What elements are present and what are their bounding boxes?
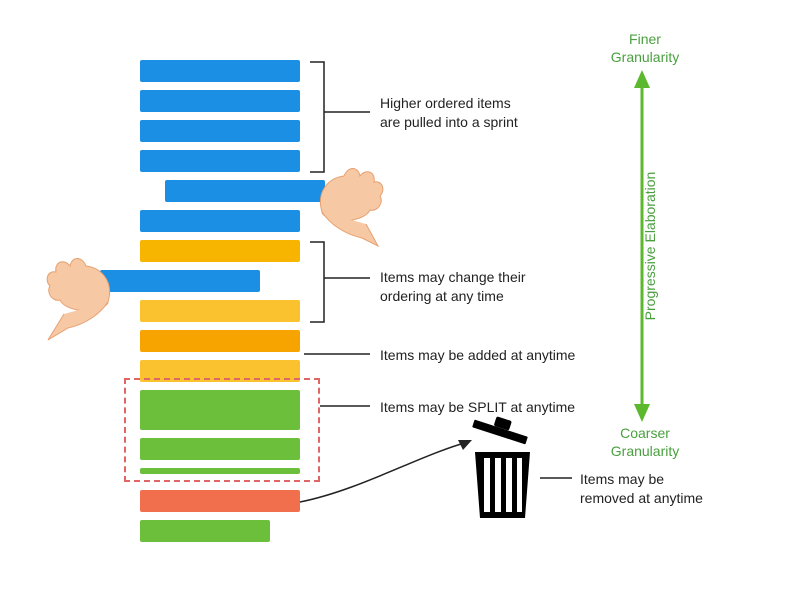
backlog-bar-0 xyxy=(140,60,300,82)
label-coarser-line1: Coarser xyxy=(620,425,670,441)
annotation-reorder-line2: ordering at any time xyxy=(380,288,504,304)
annotation-added-line1: Items may be added at anytime xyxy=(380,347,575,363)
backlog-bar-1 xyxy=(140,90,300,112)
annotation-removed-line1: Items may be xyxy=(580,471,664,487)
backlog-bar-14 xyxy=(140,490,300,512)
backlog-bar-15 xyxy=(140,520,270,542)
backlog-bar-7 xyxy=(100,270,260,292)
label-coarser-line2: Granularity xyxy=(611,443,679,459)
split-dashed-box xyxy=(124,378,320,482)
annotation-higher-line2: are pulled into a sprint xyxy=(380,114,518,130)
label-finer-line1: Finer xyxy=(629,31,661,47)
backlog-bar-4 xyxy=(165,180,325,202)
backlog-bar-5 xyxy=(140,210,300,232)
bracket-reorder xyxy=(310,242,370,322)
annotation-higher-line1: Higher ordered items xyxy=(380,95,511,111)
label-progressive-elaboration: Progressive Elaboration xyxy=(642,156,658,336)
annotation-removed: Items may be removed at anytime xyxy=(580,470,703,508)
annotation-split: Items may be SPLIT at anytime xyxy=(380,398,575,417)
trash-icon xyxy=(472,410,531,518)
curve-to-trash xyxy=(300,440,472,502)
bracket-higher xyxy=(310,62,370,172)
label-coarser-granularity: Coarser Granularity xyxy=(600,424,690,460)
backlog-bar-9 xyxy=(140,330,300,352)
label-finer-granularity: Finer Granularity xyxy=(600,30,690,66)
backlog-bar-3 xyxy=(140,150,300,172)
backlog-bar-6 xyxy=(140,240,300,262)
annotation-reorder: Items may change their ordering at any t… xyxy=(380,268,526,306)
backlog-bar-8 xyxy=(140,300,300,322)
annotation-higher: Higher ordered items are pulled into a s… xyxy=(380,94,518,132)
label-finer-line2: Granularity xyxy=(611,49,679,65)
hand-right-icon xyxy=(320,169,382,247)
annotation-split-line1: Items may be SPLIT at anytime xyxy=(380,399,575,415)
label-elaboration-text: Progressive Elaboration xyxy=(642,172,658,321)
annotation-added: Items may be added at anytime xyxy=(380,346,575,365)
backlog-bar-2 xyxy=(140,120,300,142)
annotation-removed-line2: removed at anytime xyxy=(580,490,703,506)
annotation-reorder-line1: Items may change their xyxy=(380,269,526,285)
